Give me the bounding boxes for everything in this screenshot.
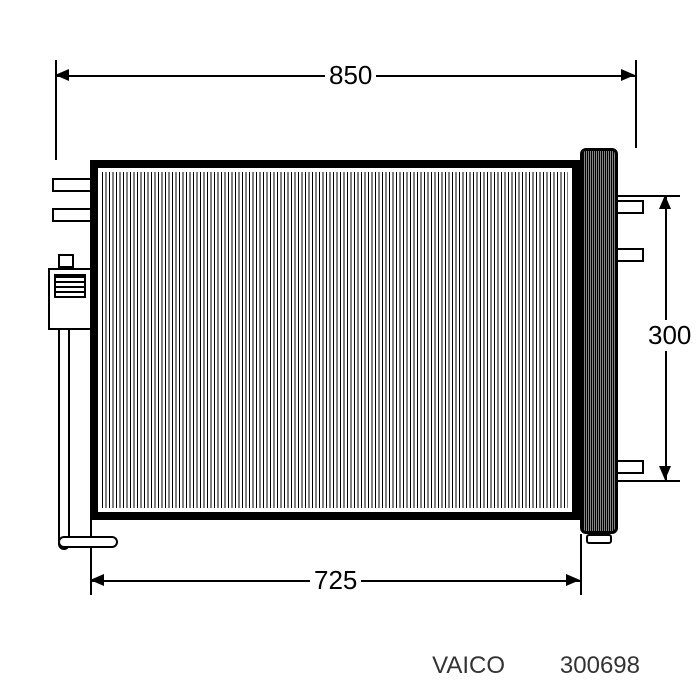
mount-tab-right-bot xyxy=(616,460,644,474)
ext-line-top-right xyxy=(635,60,637,148)
inlet-tube-horizontal xyxy=(58,536,118,548)
diagram-canvas: acr 850 300 725 xyxy=(0,0,700,700)
dim-label-bottom: 725 xyxy=(310,565,361,596)
radiator-core-frame xyxy=(90,160,580,520)
arrow-bot-right xyxy=(566,574,580,586)
arrow-right-top xyxy=(659,195,671,209)
dim-label-top: 850 xyxy=(325,60,376,91)
mount-tab-left-top2 xyxy=(52,208,92,222)
valve-block-inner xyxy=(54,274,86,298)
mount-tab-right-mid xyxy=(616,248,644,262)
ext-line-right-bot xyxy=(618,480,680,482)
mount-tab-right-top xyxy=(616,200,644,214)
radiator-fins xyxy=(102,172,568,508)
arrow-right-bot xyxy=(659,466,671,480)
ext-line-bot-right xyxy=(580,534,582,595)
arrow-top-right xyxy=(621,69,635,81)
footer-code: 300698 xyxy=(560,652,640,680)
dim-label-right: 300 xyxy=(644,320,695,351)
arrow-top-left xyxy=(55,69,69,81)
valve-cap xyxy=(58,254,74,268)
receiver-dryer xyxy=(580,148,618,534)
footer-brand: VAICO xyxy=(432,652,505,680)
arrow-bot-left xyxy=(90,574,104,586)
mount-tab-left-top xyxy=(52,178,92,192)
receiver-fitting xyxy=(586,534,612,544)
